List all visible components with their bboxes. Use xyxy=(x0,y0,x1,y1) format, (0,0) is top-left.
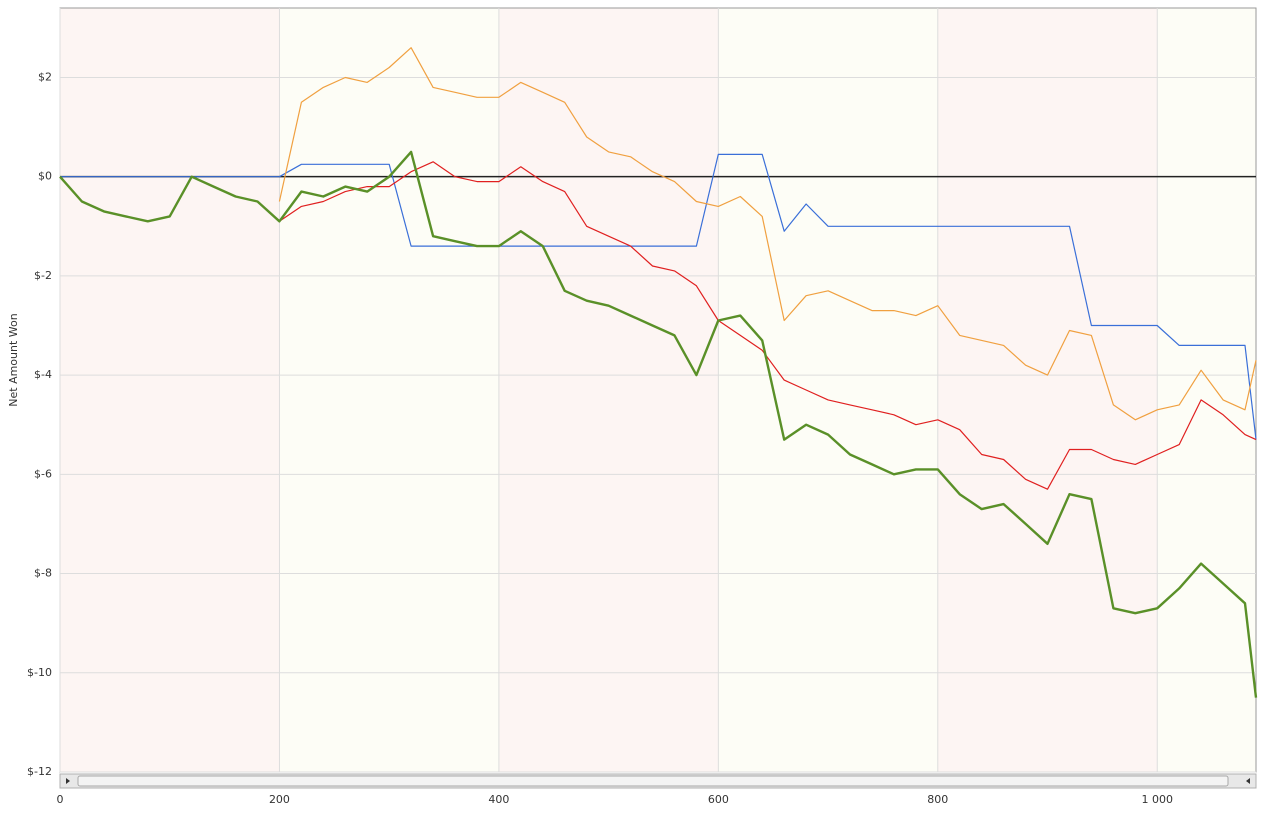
band xyxy=(279,8,499,772)
band xyxy=(1157,8,1256,772)
x-tick-label: 0 xyxy=(57,793,64,806)
y-tick-label: $-8 xyxy=(34,567,52,580)
y-tick-label: $-6 xyxy=(34,467,52,480)
series-line xyxy=(278,47,1257,421)
x-tick-label: 1 000 xyxy=(1141,793,1173,806)
y-tick-label: $-10 xyxy=(27,666,52,679)
y-tick-label: $-2 xyxy=(34,269,52,282)
y-tick-label: $0 xyxy=(38,170,52,183)
band xyxy=(60,8,280,772)
scroll-thumb[interactable] xyxy=(77,775,1229,787)
y-tick-label: $-12 xyxy=(27,765,52,778)
x-tick-label: 800 xyxy=(927,793,948,806)
y-tick-label: $-4 xyxy=(34,368,52,381)
band xyxy=(498,8,719,772)
x-tick-label: 400 xyxy=(488,793,509,806)
band xyxy=(718,8,938,772)
y-tick-label: $2 xyxy=(38,70,52,83)
series-line xyxy=(279,161,1257,490)
x-tick-label: 200 xyxy=(269,793,290,806)
y-axis-label: Net Amount Won xyxy=(7,313,20,406)
series-line xyxy=(60,153,1257,440)
band xyxy=(937,8,1158,772)
background-bands xyxy=(59,7,1257,773)
x-tick-label: 600 xyxy=(708,793,729,806)
scrollbar[interactable] xyxy=(59,773,1257,789)
series-lines xyxy=(59,47,1258,698)
series-line xyxy=(59,150,1258,698)
